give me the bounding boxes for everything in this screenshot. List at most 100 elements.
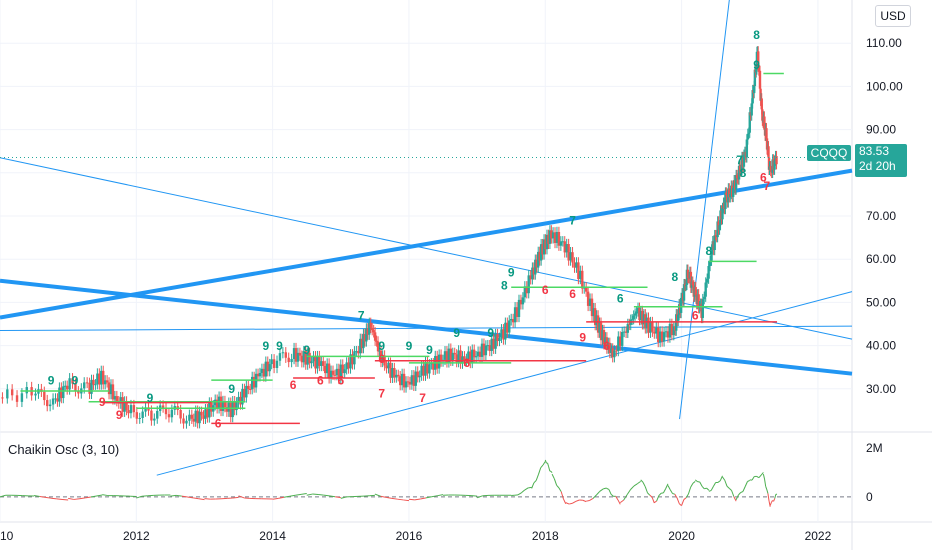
- candle-body: [11, 389, 13, 395]
- osc-segment: [709, 491, 711, 492]
- candle-body: [310, 361, 312, 363]
- last-price-text: 83.53: [859, 144, 907, 159]
- osc-segment: [57, 499, 63, 500]
- candle-body: [269, 364, 271, 371]
- y-tick-label: 70.00: [866, 209, 896, 223]
- candle-body: [397, 375, 399, 376]
- osc-segment: [586, 500, 589, 501]
- candle-body: [1, 397, 3, 398]
- candle-body: [273, 359, 275, 368]
- td-count-label: 7: [358, 309, 365, 323]
- td-count-label: 7: [569, 214, 576, 228]
- candle-body: [508, 320, 510, 332]
- candle-body: [16, 395, 18, 402]
- td-count-label: 7: [419, 391, 426, 405]
- td-count-label: 9: [487, 326, 494, 340]
- candle-body: [322, 361, 324, 366]
- osc-segment: [233, 497, 239, 498]
- td-count-label: 6: [617, 291, 624, 305]
- last-price-tag: CQQQ 83.53 2d 20h: [807, 144, 907, 176]
- candle-body: [707, 266, 709, 279]
- candle-body: [290, 359, 292, 362]
- x-tick-label: 2020: [668, 529, 695, 543]
- candle-body: [200, 412, 202, 416]
- td-count-label: 8: [753, 28, 760, 42]
- candle-body: [372, 330, 374, 332]
- candle-body: [136, 412, 138, 418]
- candle-body: [259, 373, 261, 376]
- td-count-label: 9: [72, 373, 79, 387]
- candle-body: [66, 386, 68, 390]
- candle-body: [92, 380, 94, 385]
- td-count-label: 8: [706, 244, 713, 258]
- td-count-label: 9: [228, 382, 235, 396]
- x-tick-label: 2012: [123, 529, 150, 543]
- x-tick-label: 2022: [805, 529, 832, 543]
- osc-segment: [312, 494, 318, 495]
- candle-body: [52, 398, 54, 404]
- candle-body: [116, 396, 118, 401]
- candle-body: [46, 400, 48, 406]
- candle-body: [418, 376, 420, 378]
- td-count-label: 9: [116, 408, 123, 422]
- td-count-label: 6: [692, 309, 699, 323]
- currency-button[interactable]: USD: [875, 5, 911, 27]
- y-tick-label: 90.00: [866, 123, 896, 137]
- osc-tick-label: 2M: [866, 441, 883, 455]
- candle-body: [704, 283, 706, 297]
- candle-body: [182, 418, 184, 423]
- osc-segment: [170, 495, 176, 496]
- y-tick-label: 50.00: [866, 295, 896, 309]
- osc-tick-label: 0: [866, 490, 873, 504]
- candle-body: [130, 405, 132, 413]
- candle-body: [191, 415, 193, 419]
- countdown-text: 2d 20h: [859, 159, 907, 174]
- td-count-label: 8: [501, 278, 508, 292]
- y-tick-label: 60.00: [866, 252, 896, 266]
- candle-body: [454, 353, 456, 354]
- candle-body: [94, 384, 96, 385]
- candle-body: [86, 382, 88, 383]
- indicator-label[interactable]: Chaikin Osc (3, 10): [8, 442, 119, 457]
- osc-segment: [403, 500, 409, 501]
- candle-body: [498, 338, 500, 341]
- td-count-label: 8: [671, 270, 678, 284]
- last-price-value: 83.53 2d 20h: [855, 144, 907, 177]
- candle-body: [635, 311, 637, 313]
- td-count-label: 9: [579, 330, 586, 344]
- candle-body: [475, 356, 477, 357]
- y-tick-label: 110.00: [866, 36, 902, 50]
- td-count-label: 9: [99, 395, 106, 409]
- candle-body: [371, 328, 373, 330]
- osc-segment: [74, 499, 80, 500]
- symbol-label: CQQQ: [807, 145, 851, 161]
- td-count-label: 9: [378, 339, 385, 353]
- candle-body: [270, 359, 272, 364]
- td-count-label: 6: [290, 378, 297, 392]
- y-tick-label: 30.00: [866, 382, 896, 396]
- td-count-label: 6: [337, 373, 344, 387]
- y-tick-label: 100.00: [866, 79, 903, 93]
- candle-body: [706, 279, 708, 283]
- candle-body: [428, 364, 430, 373]
- candle-body: [627, 324, 629, 333]
- td-count-label: 6: [603, 339, 610, 353]
- x-tick-label: 2016: [396, 529, 423, 543]
- candle-body: [139, 418, 141, 419]
- td-count-label: 6: [760, 170, 767, 184]
- candle-body: [634, 313, 636, 315]
- candle-body: [332, 371, 334, 375]
- candle-body: [21, 393, 23, 402]
- candle-body: [141, 412, 143, 418]
- candle-body: [663, 332, 665, 341]
- candle-body: [26, 387, 28, 393]
- candle-body: [288, 358, 290, 362]
- candle-body: [62, 386, 64, 398]
- candle-body: [299, 353, 301, 356]
- td-count-label: 9: [453, 326, 460, 340]
- td-count-label: 6: [464, 356, 471, 370]
- td-count-label: 9: [508, 265, 515, 279]
